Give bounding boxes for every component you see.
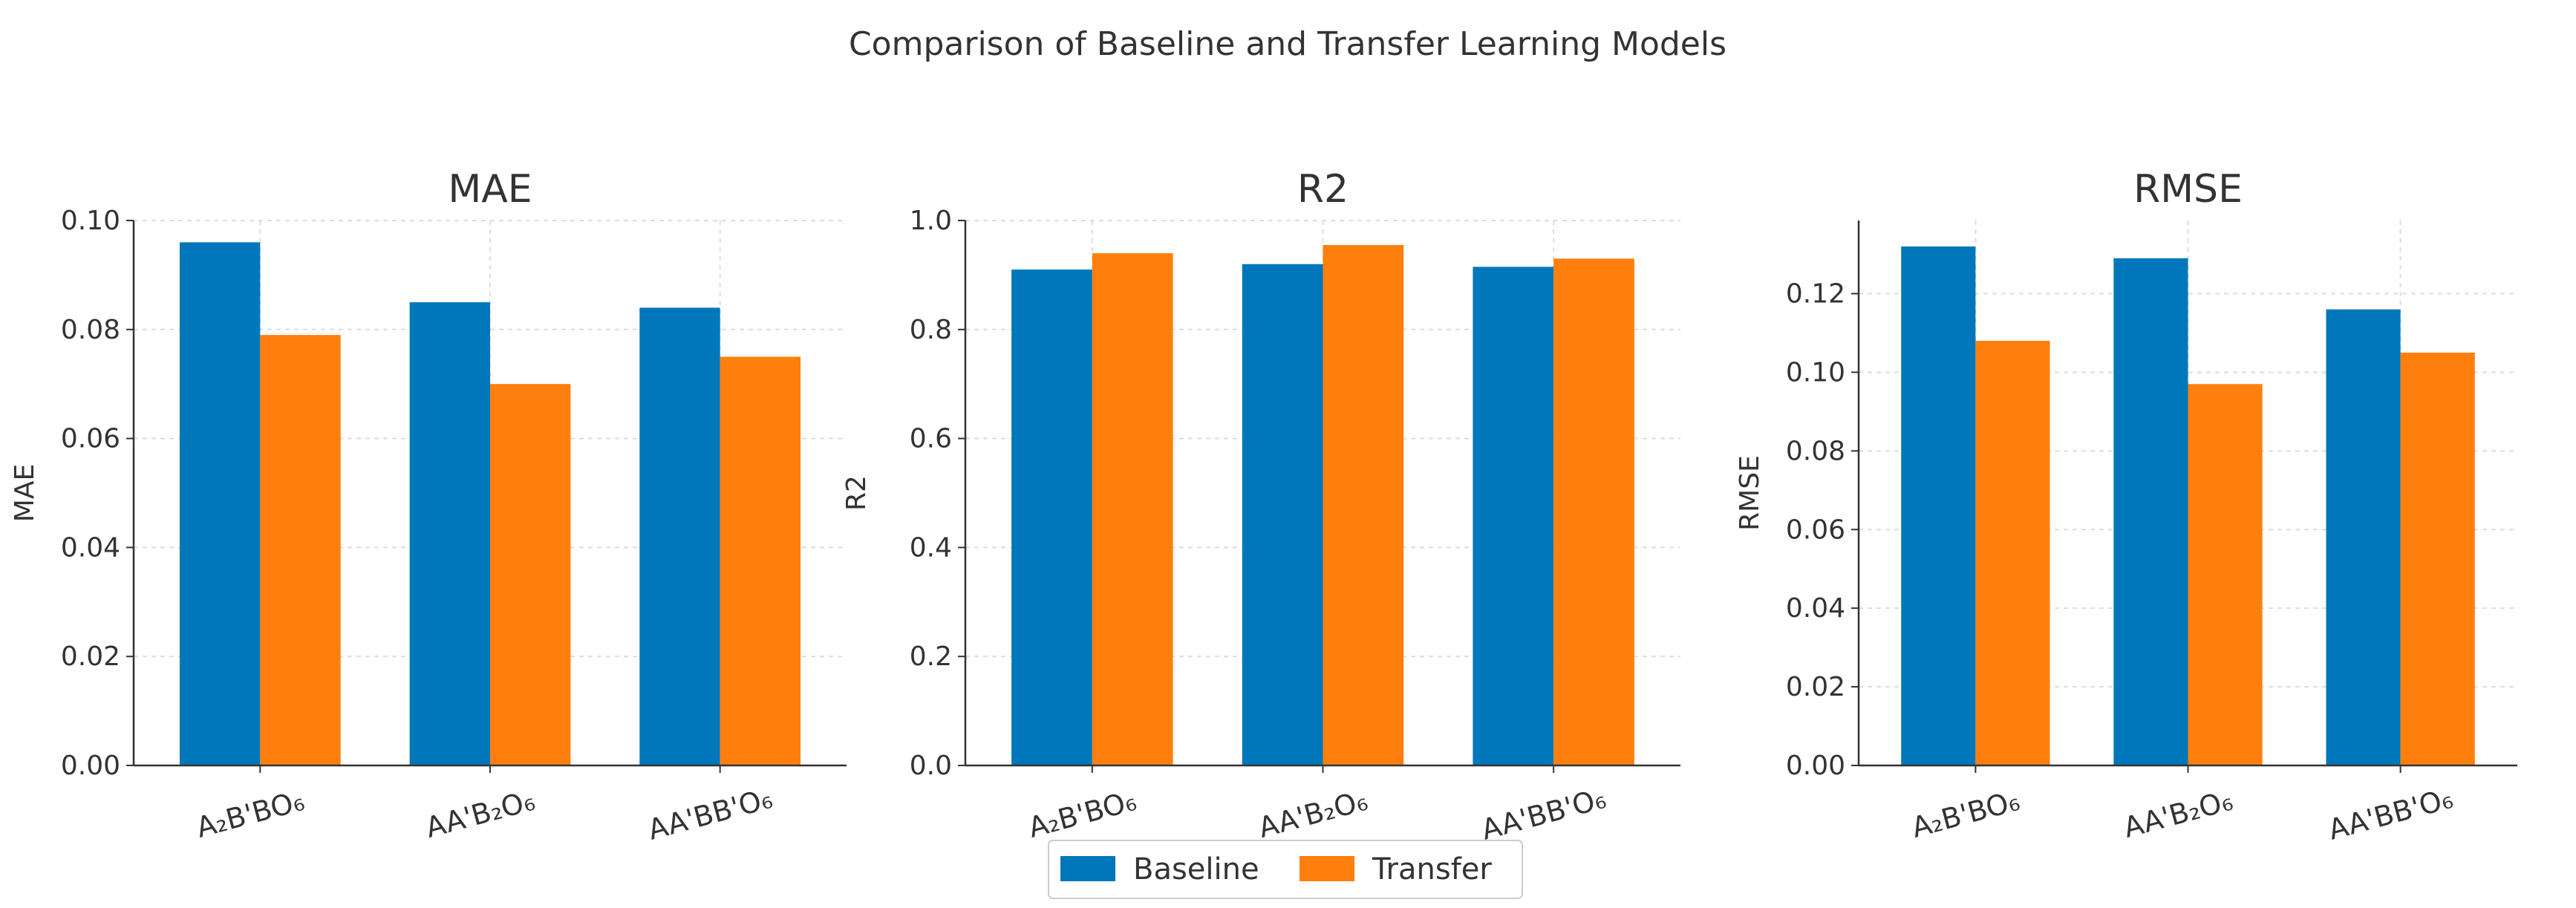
legend-label-transfer: Transfer bbox=[1372, 852, 1492, 886]
x-tick-label: AA'B₂O₆ bbox=[1255, 784, 1371, 844]
panel-title: R2 bbox=[1297, 167, 1349, 212]
y-tick-label: 0.04 bbox=[1786, 593, 1845, 624]
bar-transfer-1 bbox=[1975, 341, 2050, 765]
y-tick-label: 0.04 bbox=[61, 532, 120, 563]
x-tick-label: A₂B'BO₆ bbox=[193, 784, 308, 844]
panel-rmse: 0.00 0.02 0.04 0.06 0.08 0.10 0.12 A₂B'BO₆ AA'B₂… bbox=[1735, 167, 2517, 846]
x-tick-label: AA'BB'O₆ bbox=[2325, 782, 2456, 846]
y-tick-label: 0.02 bbox=[61, 641, 120, 672]
x-tick-label: A₂B'BO₆ bbox=[1908, 784, 2024, 844]
y-tick-label: 0.2 bbox=[910, 641, 952, 672]
y-tick-label: 0.08 bbox=[1786, 436, 1845, 466]
bar-baseline-3 bbox=[1473, 267, 1554, 765]
x-tick-label: A₂B'BO₆ bbox=[1025, 784, 1140, 844]
panel-r2: 0.0 0.2 0.4 0.6 0.8 1.0 A₂B'BO₆ AA'B₂O₆ AA'BB'O₆… bbox=[841, 167, 1680, 846]
y-axis-label: R2 bbox=[841, 475, 872, 511]
y-tick-label: 0.4 bbox=[910, 532, 952, 563]
y-tick-label: 0.02 bbox=[1786, 672, 1845, 702]
legend-swatch-transfer bbox=[1300, 856, 1354, 881]
x-tick-label: AA'B₂O₆ bbox=[2120, 784, 2236, 844]
panel-title: RMSE bbox=[2133, 167, 2243, 212]
y-tick-label: 0.8 bbox=[910, 315, 952, 345]
y-tick-label: 0.10 bbox=[1786, 357, 1845, 388]
y-axis-label: MAE bbox=[10, 464, 40, 522]
y-tick-label: 0.0 bbox=[910, 751, 952, 781]
bar-transfer-1 bbox=[1092, 253, 1173, 765]
bar-transfer-3 bbox=[720, 356, 801, 765]
bar-baseline-2 bbox=[1242, 264, 1323, 766]
y-tick-label: 1.0 bbox=[910, 206, 952, 236]
y-tick-label: 0.10 bbox=[61, 206, 120, 236]
legend-frame bbox=[1048, 840, 1523, 899]
bar-baseline-3 bbox=[639, 307, 720, 765]
bar-transfer-2 bbox=[2188, 384, 2263, 765]
bar-baseline-1 bbox=[179, 242, 261, 765]
bar-transfer-3 bbox=[2400, 352, 2475, 765]
y-tick-label: 0.6 bbox=[910, 424, 952, 454]
bar-transfer-2 bbox=[1323, 245, 1404, 765]
y-axis-label: RMSE bbox=[1735, 455, 1765, 531]
panel-mae: 0.00 0.02 0.04 0.06 0.08 0.10 A₂B'BO₆ AA'B₂O₆ AA… bbox=[10, 167, 847, 846]
bar-transfer-1 bbox=[260, 335, 341, 765]
bar-transfer-2 bbox=[490, 384, 571, 765]
legend-label-baseline: Baseline bbox=[1133, 852, 1259, 886]
y-tick-label: 0.00 bbox=[1786, 751, 1845, 781]
y-tick-label: 0.06 bbox=[1786, 515, 1845, 545]
x-tick-label: AA'B₂O₆ bbox=[423, 784, 538, 844]
y-tick-label: 0.00 bbox=[61, 751, 120, 781]
bar-transfer-3 bbox=[1553, 258, 1634, 765]
bar-baseline-1 bbox=[1011, 270, 1092, 765]
figure-title: Comparison of Baseline and Transfer Lear… bbox=[849, 25, 1726, 63]
y-tick-label: 0.12 bbox=[1786, 279, 1845, 310]
y-tick-label: 0.08 bbox=[61, 315, 120, 345]
panel-title: MAE bbox=[448, 167, 532, 212]
bar-baseline-2 bbox=[2113, 258, 2188, 765]
x-tick-label: AA'BB'O₆ bbox=[1478, 782, 1609, 846]
legend-swatch-baseline bbox=[1060, 856, 1115, 881]
x-tick-label: AA'BB'O₆ bbox=[645, 782, 776, 846]
legend: Baseline Transfer bbox=[1048, 840, 1523, 899]
panels: 0.00 0.02 0.04 0.06 0.08 0.10 A₂B'BO₆ AA'B₂O₆ AA… bbox=[10, 167, 2517, 846]
bar-baseline-2 bbox=[409, 302, 490, 766]
y-tick-label: 0.06 bbox=[61, 424, 120, 454]
bar-baseline-3 bbox=[2326, 309, 2401, 765]
bar-baseline-1 bbox=[1901, 246, 1976, 765]
